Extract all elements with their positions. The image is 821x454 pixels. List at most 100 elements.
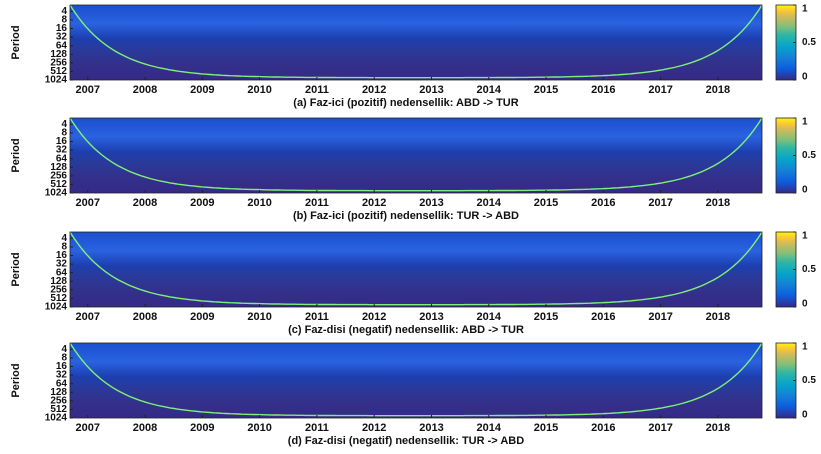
x-tick-label: 2017 — [648, 197, 672, 209]
y-tick-label: 8 — [61, 242, 67, 253]
x-tick-label: 2008 — [133, 422, 157, 434]
y-tick-label: 8 — [61, 15, 67, 26]
y-tick-label: 512 — [50, 293, 67, 304]
y-axis-label: Period — [10, 363, 22, 397]
x-tick-label: 2011 — [305, 197, 329, 209]
x-tick-label: 2014 — [477, 84, 502, 96]
x-tick-label: 2010 — [247, 311, 271, 323]
y-tick-label: 16 — [56, 250, 68, 261]
heatmap-field — [70, 118, 762, 193]
y-tick-label: 4 — [61, 344, 67, 355]
colorbar-tick-label: 0 — [802, 299, 808, 310]
x-tick-label: 2007 — [76, 422, 100, 434]
y-tick-label: 512 — [50, 179, 67, 190]
colorbar-tick-label: 1 — [802, 342, 808, 353]
heatmap-field — [70, 232, 762, 307]
colorbar-tick-label: 0 — [802, 410, 808, 421]
x-tick-label: 2014 — [477, 197, 502, 209]
x-tick-label: 2014 — [477, 422, 502, 434]
y-tick-label: 64 — [56, 40, 68, 51]
y-axis-label: Period — [10, 138, 22, 172]
x-tick-label: 2010 — [247, 197, 271, 209]
x-tick-label: 2013 — [419, 422, 443, 434]
colorbar-tick-label: 0 — [802, 72, 808, 83]
y-tick-label: 8 — [61, 128, 67, 139]
x-tick-label: 2012 — [362, 422, 386, 434]
x-tick-label: 2017 — [648, 422, 672, 434]
y-tick-label: 64 — [56, 153, 68, 164]
x-tick-label: 2007 — [76, 197, 100, 209]
x-tick-label: 2016 — [591, 197, 615, 209]
cone-of-influence — [69, 4, 763, 79]
x-tick-label: 2008 — [133, 311, 157, 323]
colorbar-tick-label: 0.5 — [802, 150, 816, 161]
colorbar-tick-label: 1 — [802, 117, 808, 128]
plot-frame — [69, 117, 763, 194]
x-tick-label: 2018 — [706, 422, 730, 434]
y-tick-label: 1024 — [45, 413, 68, 424]
x-tick-label: 2015 — [534, 311, 558, 323]
x-tick-label: 2009 — [190, 311, 214, 323]
y-tick-label: 4 — [61, 233, 67, 244]
x-tick-label: 2012 — [362, 197, 386, 209]
y-tick-label: 32 — [56, 370, 68, 381]
colorbar-tick-label: 0.5 — [802, 264, 816, 275]
y-tick-label: 512 — [50, 404, 67, 415]
colorbar-tick-label: 1 — [802, 4, 808, 15]
y-tick-label: 256 — [50, 170, 67, 181]
x-tick-label: 2010 — [247, 84, 271, 96]
x-tick-label: 2009 — [190, 197, 214, 209]
y-tick-label: 128 — [50, 162, 67, 173]
x-tick-label: 2016 — [591, 422, 615, 434]
x-tick-label: 2015 — [534, 84, 558, 96]
x-tick-label: 2016 — [591, 84, 615, 96]
x-tick-label: 2012 — [362, 311, 386, 323]
y-tick-label: 32 — [56, 32, 68, 43]
y-tick-label: 32 — [56, 145, 68, 156]
x-tick-label: 2007 — [76, 84, 100, 96]
panel-caption: (b) Faz-ici (pozitif) nedensellik: TUR -… — [293, 210, 519, 222]
y-tick-label: 128 — [50, 276, 67, 287]
y-tick-label: 16 — [56, 136, 68, 147]
x-tick-label: 2018 — [706, 84, 730, 96]
y-tick-label: 32 — [56, 259, 68, 270]
x-tick-label: 2017 — [648, 311, 672, 323]
y-axis-label: Period — [10, 252, 22, 286]
y-tick-label: 1024 — [45, 75, 68, 86]
y-tick-label: 64 — [56, 378, 68, 389]
x-tick-label: 2011 — [305, 422, 329, 434]
plot-frame — [69, 342, 763, 419]
y-tick-label: 128 — [50, 49, 67, 60]
y-tick-label: 64 — [56, 267, 68, 278]
x-tick-label: 2011 — [305, 84, 329, 96]
y-tick-label: 256 — [50, 395, 67, 406]
panel-caption: (c) Faz-disi (negatif) nedensellik: ABD … — [288, 324, 524, 336]
cone-of-influence — [69, 342, 763, 417]
y-tick-label: 1024 — [45, 188, 68, 199]
x-tick-label: 2009 — [190, 84, 214, 96]
x-tick-label: 2009 — [190, 422, 214, 434]
x-tick-label: 2018 — [706, 197, 730, 209]
x-tick-label: 2012 — [362, 84, 386, 96]
x-tick-label: 2016 — [591, 311, 615, 323]
y-tick-label: 128 — [50, 387, 67, 398]
panel-caption: (a) Faz-ici (pozitif) nedensellik: ABD -… — [293, 97, 518, 109]
x-tick-label: 2008 — [133, 84, 157, 96]
y-tick-label: 16 — [56, 23, 68, 34]
y-tick-label: 1024 — [45, 302, 68, 313]
x-tick-label: 2015 — [534, 197, 558, 209]
plot-frame — [69, 231, 763, 308]
x-tick-label: 2014 — [477, 311, 502, 323]
colorbar-tick-label: 0.5 — [802, 375, 816, 386]
cone-of-influence — [69, 117, 763, 192]
y-tick-label: 4 — [61, 119, 67, 130]
colorbar-tick-label: 1 — [802, 231, 808, 242]
colorbar-tick-label: 0.5 — [802, 37, 816, 48]
cone-of-influence — [69, 231, 763, 306]
heatmap-field — [70, 343, 762, 418]
x-tick-label: 2017 — [648, 84, 672, 96]
colorbar-tick-label: 0 — [802, 185, 808, 196]
x-tick-label: 2018 — [706, 311, 730, 323]
x-tick-label: 2013 — [419, 311, 443, 323]
y-tick-label: 8 — [61, 353, 67, 364]
